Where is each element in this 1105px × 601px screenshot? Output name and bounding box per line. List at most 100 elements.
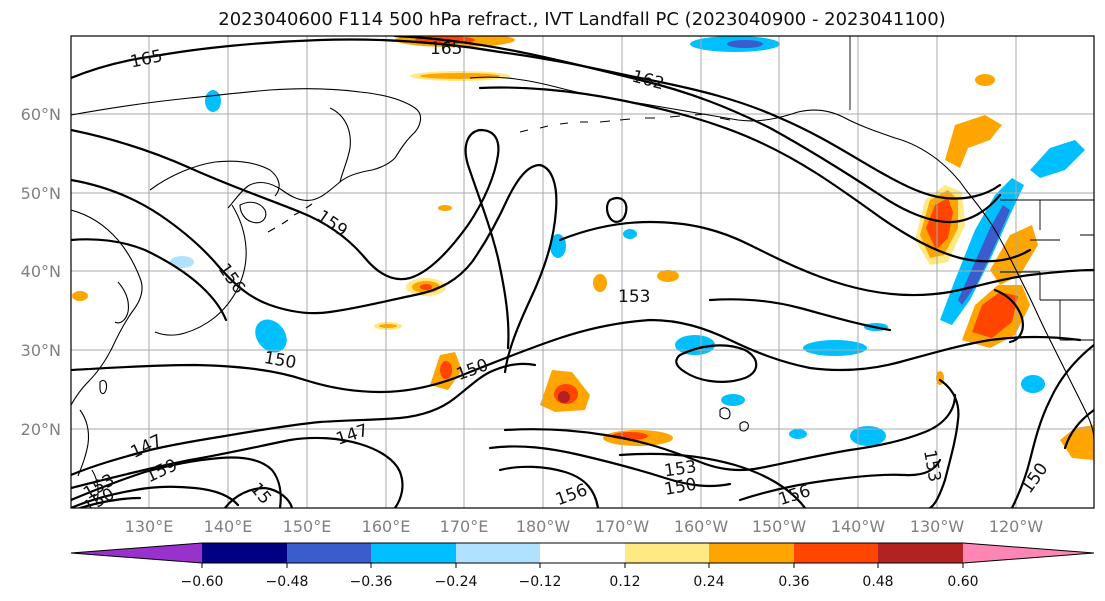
shade-orange-baja	[1060, 425, 1094, 460]
shade-red-california	[972, 292, 1018, 338]
contour-small-island	[605, 196, 628, 223]
shade-blue-mid5	[850, 426, 886, 446]
contour-153-se	[1063, 408, 1094, 450]
colorbar-tick-label: 0.60	[947, 574, 978, 590]
shade-orange-nevada	[990, 225, 1038, 285]
figure-title: 2023040600 F114 500 hPa refract., IVT La…	[218, 9, 945, 30]
colorbar-tick-label: −0.12	[519, 574, 562, 590]
lon-label: 120°W	[989, 517, 1044, 536]
contour-153-south	[503, 393, 957, 472]
contour-label: 165	[430, 39, 462, 59]
colorbar-swatch	[709, 543, 794, 563]
colorbar-tick-label: −0.60	[181, 574, 224, 590]
coastlines	[71, 36, 1094, 506]
shade-blue-mid4	[803, 340, 867, 356]
latitude-labels: 60°N 50°N 40°N 30°N 20°N	[21, 105, 61, 439]
coast-taiwan	[99, 379, 108, 395]
colorbar-swatch	[625, 543, 710, 563]
shade-darkred-subtrop2	[558, 391, 570, 403]
lon-label: 150°E	[283, 517, 332, 536]
shade-blue-japan	[170, 256, 194, 268]
colorbar-ticks	[201, 563, 964, 568]
lon-label: 160°E	[362, 517, 411, 536]
border-states	[1000, 239, 1094, 341]
contour-150-low	[71, 318, 1082, 394]
shade-orange-coast2	[945, 115, 1002, 168]
shade-red-subtrop1	[440, 361, 452, 379]
contour-15x-left	[223, 486, 294, 508]
coast-japan	[154, 204, 247, 336]
shade-red-coast1	[926, 198, 953, 250]
colorbar-tick-label: 0.24	[693, 574, 724, 590]
map-panel: 165 165 162 159 156 153 150 150 147 147 …	[70, 35, 1095, 509]
shade-orange-48n	[438, 205, 452, 211]
colorbar-tick-label: −0.48	[266, 574, 309, 590]
lat-label: 20°N	[21, 420, 61, 439]
contour-label: 153	[618, 287, 650, 307]
colorbar-swatch	[794, 543, 879, 563]
shade-navy-coast	[958, 205, 1010, 305]
contour-159-sw	[71, 456, 282, 508]
shade-blue-canada	[1030, 140, 1085, 178]
shade-blue-kamchatka	[205, 90, 221, 112]
coast-hawaii	[719, 407, 749, 432]
coast-korea	[114, 281, 129, 324]
colorbar-tick-label: −0.36	[350, 574, 393, 590]
lon-label: 140°E	[204, 517, 253, 536]
shade-orange-sojapan	[379, 324, 397, 328]
contour-150-east	[1010, 343, 1094, 508]
shade-blue-mid6	[721, 394, 745, 406]
colorbar-swatch	[456, 543, 541, 563]
colorbar-tick-label: 0.12	[609, 574, 640, 590]
contour-153-sw	[78, 496, 142, 508]
shade-blue-mid3	[675, 335, 715, 355]
colorbar-swatch	[202, 543, 287, 563]
colorbar-swatch	[371, 543, 456, 563]
longitude-labels: 130°E 140°E 150°E 160°E 170°E 180°W 170°…	[125, 517, 1044, 536]
coast-aleutians	[519, 113, 731, 133]
contour-165-arc	[478, 86, 1032, 263]
colorbar: −0.60 −0.48 −0.36 −0.24 −0.12 0.12 0.24 …	[70, 542, 1095, 590]
colorbar-swatch	[540, 543, 625, 563]
lon-label: 180°W	[516, 517, 571, 536]
contour-156-sw	[71, 485, 240, 508]
contour-mid-loop	[675, 344, 758, 383]
lat-label: 40°N	[21, 262, 61, 281]
contours	[71, 36, 1094, 508]
coast-kurils	[267, 203, 313, 233]
lon-label: 160°W	[674, 517, 729, 536]
lon-label: 130°E	[125, 517, 174, 536]
contour-153	[71, 220, 1094, 322]
contour-150-south	[488, 445, 807, 508]
shade-blue-mid7	[1021, 375, 1045, 393]
coast-siberia	[71, 88, 422, 209]
lon-label: 170°E	[440, 517, 489, 536]
shade-orange-small1	[72, 291, 88, 301]
shade-alaska-orange	[975, 74, 995, 86]
lon-label: 140°W	[831, 517, 886, 536]
shade-top-blue1b	[727, 40, 763, 48]
colorbar-extend-max	[963, 543, 1094, 563]
contour-159	[71, 128, 510, 350]
colorbar-tick-label: −0.24	[435, 574, 478, 590]
colorbar-swatch	[878, 543, 963, 563]
contour-150-ca	[993, 288, 1024, 344]
colorbar-tick-label: 0.48	[862, 574, 893, 590]
lat-label: 60°N	[21, 105, 61, 124]
colorbar-swatch	[287, 543, 372, 563]
coast-okhotsk	[149, 160, 280, 197]
contour-162	[393, 36, 1002, 224]
colorbar-tick-label: 0.36	[778, 574, 809, 590]
lat-label: 30°N	[21, 341, 61, 360]
contour-156-south	[498, 458, 942, 508]
coast-philippines	[77, 409, 99, 506]
lat-label: 50°N	[21, 184, 61, 203]
map-frame	[70, 35, 1095, 509]
border-us-canada	[849, 36, 1094, 236]
coast-kamchatka	[329, 107, 351, 183]
shade-blue-sojapan	[255, 319, 287, 353]
shade-orange-small3	[657, 270, 679, 282]
contour-147	[71, 298, 892, 477]
shade-red-midpac	[420, 284, 432, 290]
